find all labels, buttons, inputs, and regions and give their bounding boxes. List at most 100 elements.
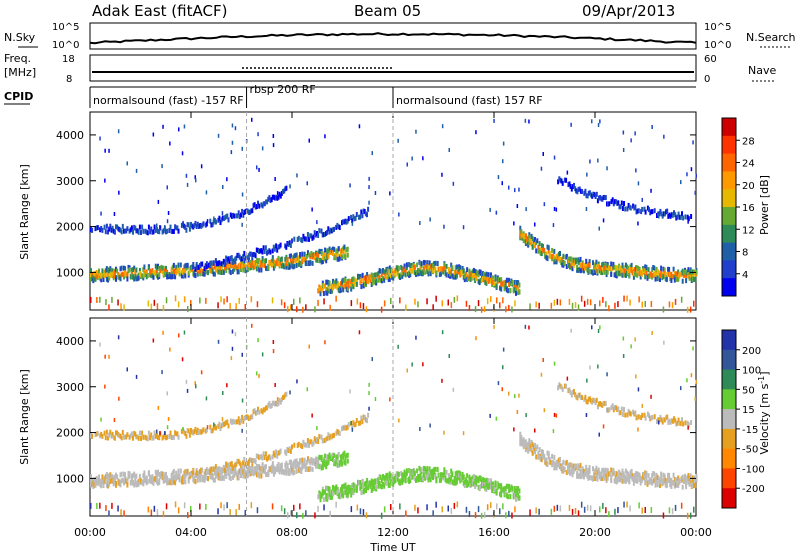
data-cell xyxy=(255,204,258,209)
data-cell xyxy=(657,476,660,482)
data-cell xyxy=(226,257,229,262)
data-cell xyxy=(395,268,398,274)
data-cell xyxy=(679,214,682,220)
data-cell xyxy=(220,502,222,509)
data-cell xyxy=(592,476,594,482)
data-cell xyxy=(233,472,236,478)
data-cell xyxy=(538,241,541,247)
data-cell xyxy=(484,479,487,485)
data-cell xyxy=(338,492,341,498)
data-cell xyxy=(255,453,258,459)
data-cell xyxy=(343,219,346,225)
data-cell xyxy=(477,278,480,284)
data-cell xyxy=(518,187,520,192)
data-cell xyxy=(477,478,480,484)
data-cell xyxy=(560,466,563,472)
data-cell xyxy=(229,461,232,467)
data-cell xyxy=(609,471,611,477)
data-cell xyxy=(474,479,477,484)
data-cell xyxy=(441,266,444,272)
data-cell xyxy=(194,472,197,478)
data-cell xyxy=(351,424,354,429)
data-cell xyxy=(452,181,455,186)
data-cell xyxy=(251,323,253,328)
data-cell xyxy=(117,478,120,484)
data-cell xyxy=(549,459,552,465)
data-cell xyxy=(422,362,424,367)
data-cell xyxy=(359,480,362,485)
data-cell xyxy=(384,269,387,275)
data-cell xyxy=(376,478,379,484)
data-cell xyxy=(371,479,374,485)
data-cell xyxy=(338,225,341,230)
data-cell xyxy=(387,482,390,488)
data-cell xyxy=(491,484,494,490)
data-cell xyxy=(327,288,330,294)
data-cell xyxy=(178,477,181,483)
data-cell xyxy=(443,262,446,268)
data-cell xyxy=(250,208,253,214)
data-cell xyxy=(617,406,620,412)
data-cell xyxy=(152,338,155,343)
data-cell xyxy=(176,225,179,231)
data-cell xyxy=(664,478,667,483)
data-cell xyxy=(602,467,605,473)
data-cell xyxy=(336,462,339,468)
data-cell xyxy=(255,266,258,272)
data-cell xyxy=(176,474,179,480)
data-cell xyxy=(279,242,282,248)
data-cell xyxy=(123,510,125,517)
data-cell xyxy=(174,430,177,436)
data-cell xyxy=(220,270,223,275)
data-cell xyxy=(637,221,639,226)
data-cell xyxy=(493,487,496,492)
data-cell xyxy=(662,211,665,217)
data-cell xyxy=(599,506,601,513)
data-cell xyxy=(585,261,588,267)
data-cell xyxy=(302,256,305,262)
data-cell xyxy=(482,477,484,483)
data-cell xyxy=(535,248,538,254)
data-cell xyxy=(307,456,309,462)
power-ylabel: Slant Range [km] xyxy=(18,164,31,260)
data-cell xyxy=(152,480,155,486)
data-cell xyxy=(329,289,332,294)
data-cell xyxy=(123,304,125,311)
data-cell xyxy=(296,461,299,467)
data-cell xyxy=(516,283,519,289)
data-cell xyxy=(242,468,245,474)
data-cell xyxy=(432,304,434,311)
data-cell xyxy=(229,468,232,474)
x-tick-label: 04:00 xyxy=(175,526,207,539)
data-cell xyxy=(436,260,439,266)
data-cell xyxy=(394,267,397,273)
data-cell xyxy=(147,471,150,477)
data-cell xyxy=(410,474,413,480)
data-cell xyxy=(649,271,652,277)
data-cell xyxy=(401,266,404,272)
data-cell xyxy=(543,453,546,459)
data-cell xyxy=(238,460,241,466)
data-cell xyxy=(399,274,402,280)
data-cell xyxy=(283,188,286,194)
data-cell xyxy=(596,475,599,481)
data-cell xyxy=(314,512,316,519)
data-cell xyxy=(599,266,602,271)
data-cell xyxy=(513,427,515,432)
data-cell xyxy=(695,173,697,178)
data-cell xyxy=(277,467,280,473)
data-cell xyxy=(111,268,114,274)
data-cell xyxy=(673,210,675,216)
data-cell xyxy=(495,210,498,215)
data-cell xyxy=(143,264,146,270)
data-cell xyxy=(647,267,650,273)
data-cell xyxy=(368,176,370,181)
data-cell xyxy=(519,436,522,442)
data-cell xyxy=(276,453,279,459)
data-cell xyxy=(134,268,137,274)
data-cell xyxy=(283,264,286,270)
data-cell xyxy=(466,473,469,479)
data-cell xyxy=(468,474,471,480)
data-cell xyxy=(602,218,605,223)
data-cell xyxy=(232,212,234,218)
